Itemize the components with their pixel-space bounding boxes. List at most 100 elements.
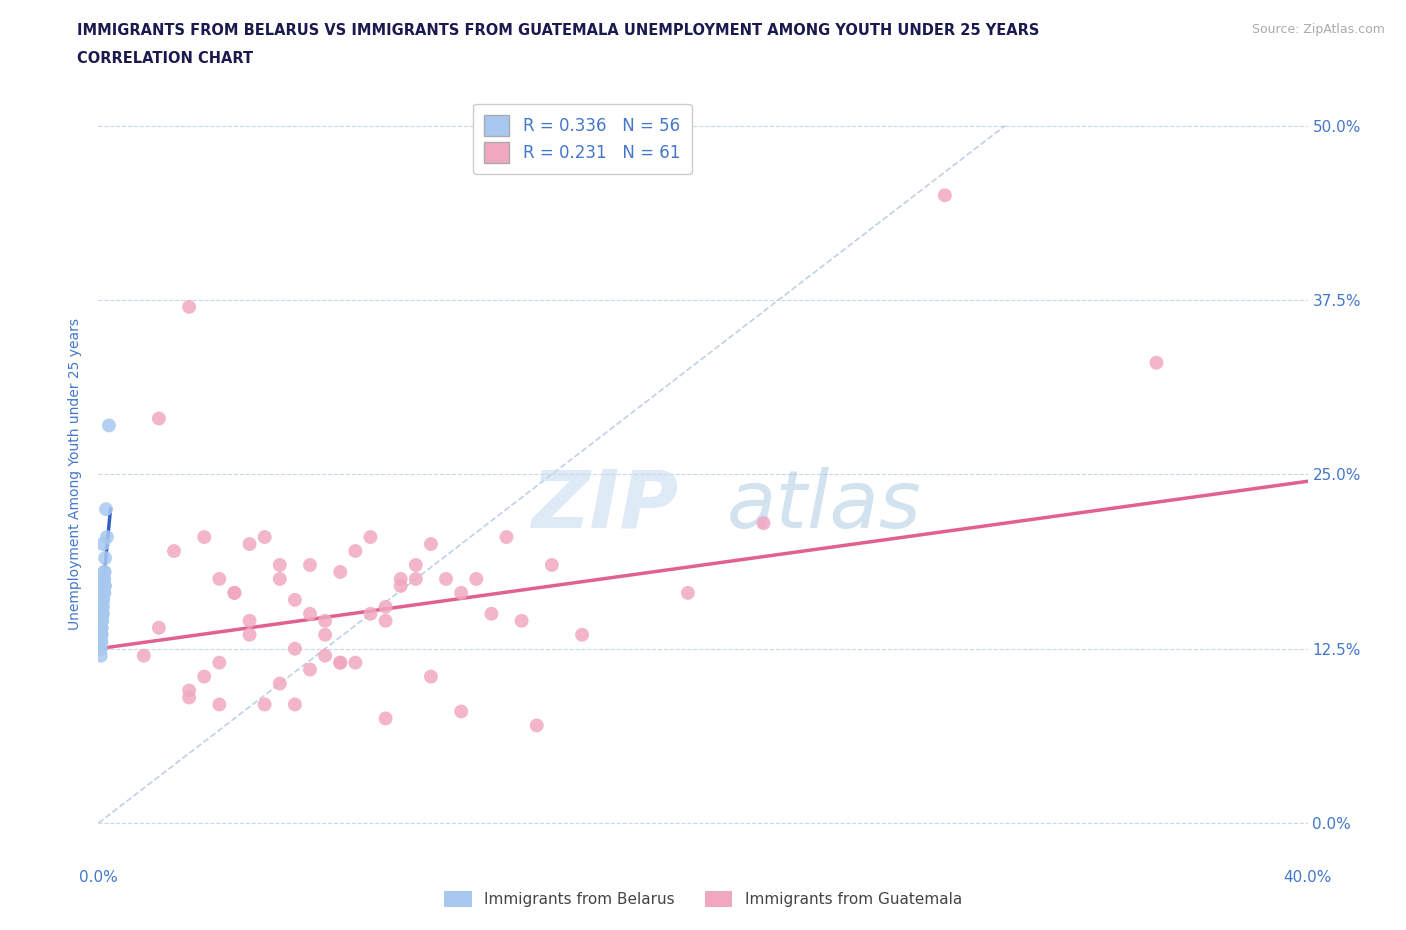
Point	[91, 592, 114, 607]
Point	[90, 620, 112, 635]
Point	[465, 571, 488, 587]
Point	[90, 614, 112, 629]
Point	[676, 586, 699, 601]
Point	[253, 698, 276, 712]
Point	[495, 530, 517, 545]
Point	[91, 592, 114, 607]
Point	[90, 642, 112, 657]
Point	[374, 711, 396, 725]
Point	[540, 557, 562, 572]
Point	[420, 670, 443, 684]
Point	[93, 571, 115, 587]
Point	[91, 606, 114, 621]
Point	[90, 600, 112, 615]
Point	[269, 676, 291, 691]
Point	[269, 571, 291, 587]
Point	[344, 543, 367, 558]
Point	[91, 606, 114, 621]
Point	[253, 530, 276, 545]
Point	[90, 620, 112, 635]
Point	[224, 586, 246, 601]
Point	[90, 627, 112, 642]
Legend: Immigrants from Belarus, Immigrants from Guatemala: Immigrants from Belarus, Immigrants from…	[437, 884, 969, 913]
Point	[90, 606, 112, 621]
Point	[389, 571, 412, 587]
Point	[90, 634, 112, 649]
Point	[284, 698, 307, 712]
Point	[89, 627, 111, 642]
Point	[284, 642, 307, 657]
Point	[314, 627, 336, 642]
Text: CORRELATION CHART: CORRELATION CHART	[77, 51, 253, 66]
Point	[269, 557, 291, 572]
Point	[93, 578, 115, 593]
Point	[91, 592, 114, 607]
Point	[91, 606, 114, 621]
Point	[208, 571, 231, 587]
Text: IMMIGRANTS FROM BELARUS VS IMMIGRANTS FROM GUATEMALA UNEMPLOYMENT AMONG YOUTH UN: IMMIGRANTS FROM BELARUS VS IMMIGRANTS FR…	[77, 23, 1039, 38]
Text: atlas: atlas	[727, 467, 922, 545]
Point	[91, 592, 114, 607]
Point	[571, 627, 593, 642]
Point	[94, 578, 117, 593]
Point	[90, 600, 112, 615]
Point	[90, 634, 112, 649]
Point	[98, 418, 121, 432]
Point	[239, 614, 262, 629]
Point	[90, 627, 112, 642]
Point	[450, 704, 472, 719]
Point	[374, 600, 396, 615]
Point	[93, 571, 115, 587]
Point	[91, 586, 114, 601]
Point	[90, 627, 112, 642]
Point	[91, 600, 114, 615]
Point	[93, 586, 115, 601]
Point	[91, 586, 114, 601]
Point	[450, 586, 472, 601]
Point	[91, 614, 114, 629]
Point	[179, 683, 201, 698]
Point	[132, 648, 155, 663]
Point	[179, 690, 201, 705]
Point	[224, 586, 246, 601]
Point	[752, 515, 775, 530]
Point	[91, 606, 114, 621]
Point	[374, 614, 396, 629]
Point	[1146, 355, 1168, 370]
Point	[329, 565, 352, 579]
Point	[90, 614, 112, 629]
Point	[299, 662, 322, 677]
Text: Source: ZipAtlas.com: Source: ZipAtlas.com	[1251, 23, 1385, 36]
Point	[434, 571, 457, 587]
Point	[90, 614, 112, 629]
Point	[91, 600, 114, 615]
Point	[193, 670, 215, 684]
Point	[299, 557, 322, 572]
Point	[94, 502, 117, 517]
Point	[90, 648, 112, 663]
Point	[93, 578, 115, 593]
Point	[208, 698, 231, 712]
Point	[91, 600, 114, 615]
Point	[94, 551, 117, 565]
Point	[481, 606, 503, 621]
Point	[93, 578, 115, 593]
Point	[314, 614, 336, 629]
Point	[96, 530, 118, 545]
Point	[239, 537, 262, 551]
Point	[90, 620, 112, 635]
Point	[239, 627, 262, 642]
Point	[91, 537, 114, 551]
Point	[284, 592, 307, 607]
Point	[90, 620, 112, 635]
Point	[91, 592, 114, 607]
Point	[93, 565, 115, 579]
Point	[91, 614, 114, 629]
Point	[93, 565, 115, 579]
Point	[405, 571, 427, 587]
Point	[526, 718, 548, 733]
Point	[90, 614, 112, 629]
Point	[389, 578, 412, 593]
Point	[405, 557, 427, 572]
Point	[193, 530, 215, 545]
